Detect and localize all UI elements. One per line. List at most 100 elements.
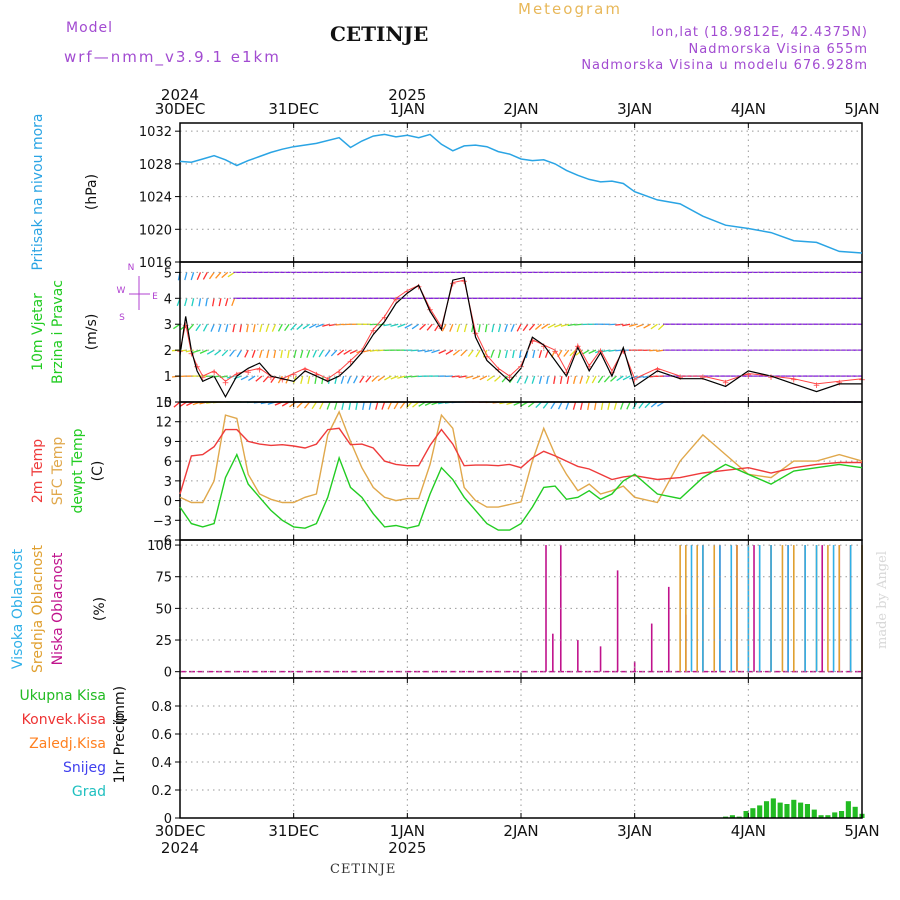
wind-arrow bbox=[199, 349, 208, 354]
gust-marker: + bbox=[813, 381, 821, 391]
wind-arrow bbox=[303, 401, 311, 409]
wind-arrow bbox=[522, 323, 529, 332]
wind-arrow bbox=[431, 349, 440, 354]
wind-arrow bbox=[557, 401, 563, 410]
wind-arrows-group bbox=[171, 271, 863, 411]
precip-bar bbox=[811, 809, 817, 818]
wind-arrow bbox=[340, 375, 345, 384]
precip-bar bbox=[784, 804, 790, 818]
wind-arrow bbox=[265, 324, 270, 333]
gust-marker: + bbox=[369, 326, 377, 336]
wind-arrow bbox=[587, 401, 590, 411]
wind-arrow bbox=[252, 324, 256, 333]
gust-marker: + bbox=[210, 368, 218, 378]
gust-marker: + bbox=[608, 368, 616, 378]
cloud-ytick-label: 0 bbox=[164, 666, 172, 681]
wind-arrow bbox=[246, 324, 249, 333]
temperature-ytick-label: 0 bbox=[164, 495, 172, 510]
wind-arrow bbox=[467, 349, 474, 357]
wind-ytick-label: 0 bbox=[164, 396, 172, 411]
wind-arrow bbox=[368, 401, 372, 410]
wind-arrow bbox=[516, 375, 522, 384]
wind-arrow bbox=[248, 375, 256, 382]
wind-arrow bbox=[460, 349, 467, 357]
wind-arrow bbox=[553, 375, 556, 385]
wind-arrow bbox=[173, 401, 181, 408]
temperature-ytick-label: −6 bbox=[153, 534, 172, 549]
wind-arrow bbox=[445, 349, 454, 355]
wind-arrow bbox=[277, 323, 283, 332]
wind-ytick-label: 3 bbox=[164, 318, 172, 333]
wind-arrow bbox=[593, 401, 597, 411]
precip-bar bbox=[750, 808, 756, 818]
wind-ytick-label: 5 bbox=[164, 266, 172, 281]
cloud-low-label: Niska Oblacnost bbox=[50, 552, 66, 665]
wind-arrow bbox=[371, 375, 379, 382]
sfc-temp-label: SFC Temp bbox=[50, 437, 66, 506]
wind-arrow bbox=[524, 375, 529, 384]
temp-unit-label: (C) bbox=[90, 461, 106, 482]
precipitation-frame bbox=[179, 677, 863, 819]
pressure-unit-label: (hPa) bbox=[84, 174, 100, 210]
precip-ylabel: 1hr Precip bbox=[112, 713, 128, 784]
x-top-year-label: 2024 bbox=[161, 86, 199, 104]
wind-arrow bbox=[528, 323, 536, 331]
wind-arrow bbox=[289, 401, 297, 408]
wind-arrow bbox=[615, 323, 624, 326]
wind-arrow bbox=[512, 350, 515, 359]
gust-marker: + bbox=[483, 352, 491, 362]
wind-speed-line bbox=[179, 276, 862, 399]
wind-arrow bbox=[353, 375, 358, 384]
compass-s-label: S bbox=[119, 313, 125, 323]
precipitation-ytick-label: 0 bbox=[164, 812, 172, 827]
wind-arrow bbox=[565, 401, 570, 410]
gust-marker: + bbox=[790, 376, 798, 386]
cloud-ytick-label: 75 bbox=[155, 571, 172, 586]
wind-arrow bbox=[312, 349, 317, 358]
gust-marker: + bbox=[585, 363, 593, 373]
wind-arrow bbox=[419, 323, 426, 331]
wind-arrow bbox=[566, 375, 570, 385]
wind-arrow bbox=[532, 350, 536, 359]
pressure-frame bbox=[179, 122, 863, 263]
wind-ylabel-2: Brzina i Pravac bbox=[50, 280, 66, 384]
wind-arrow bbox=[424, 349, 433, 353]
wind-arrow bbox=[271, 323, 277, 332]
cloud-mid-label: Srednja Oblacnost bbox=[30, 545, 46, 673]
wind-arrow bbox=[208, 271, 215, 280]
wind-arrow bbox=[404, 323, 413, 329]
wind-arrow bbox=[336, 349, 345, 356]
gust-marker: + bbox=[290, 370, 298, 380]
wind-arrow bbox=[579, 401, 584, 410]
precip-bar bbox=[743, 811, 749, 818]
x-top-date-label: 5JAN bbox=[844, 100, 879, 118]
wind-arrow bbox=[258, 349, 263, 358]
x-top-date-label: 30DEC bbox=[155, 100, 206, 118]
wind-arrow bbox=[572, 401, 577, 410]
wind-arrow bbox=[302, 323, 310, 330]
gust-marker: + bbox=[460, 277, 468, 287]
wind-arrow bbox=[244, 349, 249, 358]
wind-arrow bbox=[560, 323, 569, 327]
wind-arrow bbox=[287, 350, 290, 359]
wind-arrow bbox=[504, 324, 508, 333]
wind-arrow bbox=[399, 401, 406, 409]
wind-arrow bbox=[538, 375, 543, 384]
wind-arrow bbox=[215, 271, 222, 279]
wind-arrow bbox=[547, 323, 556, 329]
x-bottom-date-label: 1JAN bbox=[390, 822, 425, 840]
wind-arrow bbox=[535, 401, 542, 409]
wind-arrow bbox=[581, 349, 590, 355]
gust-marker: + bbox=[449, 280, 457, 290]
wind-arrow bbox=[296, 401, 304, 409]
wind-arrow bbox=[486, 375, 495, 382]
wind-arrow bbox=[333, 401, 338, 410]
temperature-ytick-label: 6 bbox=[164, 455, 172, 470]
cloud-ytick-label: 25 bbox=[155, 634, 172, 649]
gust-marker: + bbox=[722, 378, 730, 388]
gust-marker: + bbox=[745, 370, 753, 380]
wind-arrow bbox=[613, 401, 618, 410]
elevation: Nadmorska Visina 655m bbox=[688, 42, 868, 57]
gust-marker: + bbox=[335, 368, 343, 378]
wind-arrow bbox=[314, 375, 318, 385]
